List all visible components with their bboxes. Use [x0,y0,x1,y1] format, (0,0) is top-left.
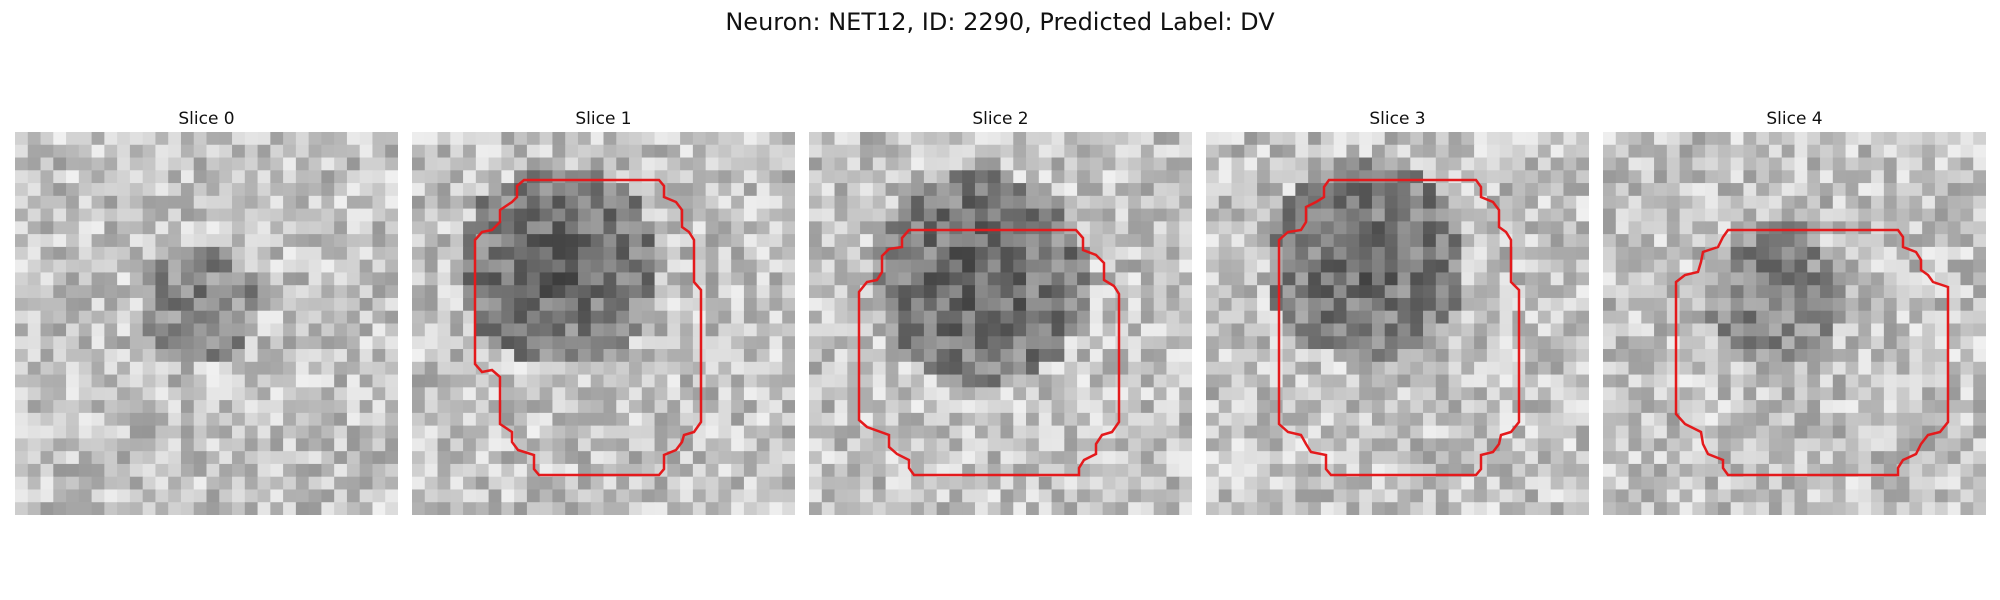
slice-image-1 [412,132,795,515]
figure-title: Neuron: NET12, ID: 2290, Predicted Label… [725,8,1275,36]
slice-panel-3: Slice 3 [1206,108,1589,515]
roi-outline-1 [473,178,703,477]
slice-image-0 [15,132,398,515]
slice-title-2: Slice 2 [972,109,1029,129]
slice-panel-1: Slice 1 [412,108,795,515]
slice-panel-2: Slice 2 [809,108,1192,515]
slice-panel-0: Slice 0 [15,108,398,515]
slice-title-4: Slice 4 [1766,109,1823,129]
slice-panel-4: Slice 4 [1603,108,1986,515]
slice-title-3: Slice 3 [1369,109,1426,129]
roi-outline-4 [1674,228,1950,477]
slice-image-2 [809,132,1192,515]
slice-title-1: Slice 1 [575,109,632,129]
slice-image-4 [1603,132,1986,515]
roi-outline-2 [857,228,1121,477]
roi-outline-3 [1277,178,1521,477]
slice-title-0: Slice 0 [178,109,235,129]
slice-image-3 [1206,132,1589,515]
